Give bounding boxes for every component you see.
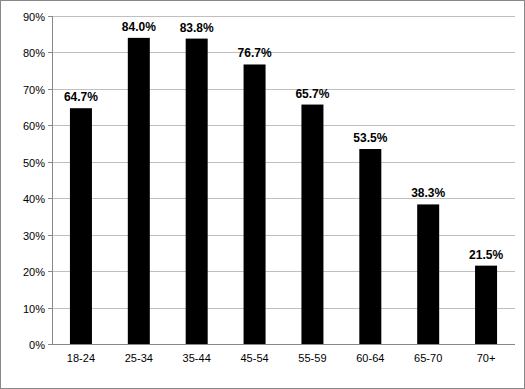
tick-label: 80%: [23, 47, 45, 59]
grid-line: [52, 52, 515, 53]
category-label: 25-34: [125, 352, 153, 364]
grid-line: [52, 344, 515, 345]
tick-label: 30%: [23, 230, 45, 242]
bars: [70, 38, 497, 344]
data-label: 21.5%: [469, 248, 503, 262]
data-label: 64.7%: [64, 90, 98, 104]
tick-mark: [48, 89, 52, 90]
bar: [417, 204, 439, 344]
bar: [128, 38, 150, 344]
tick-label: 70%: [23, 84, 45, 96]
tick-label: 60%: [23, 120, 45, 132]
grid-line: [52, 235, 515, 236]
tick-label: 0%: [29, 339, 45, 351]
grid-line: [52, 125, 515, 126]
data-label: 38.3%: [411, 186, 445, 200]
tick-mark: [48, 308, 52, 309]
tick-mark: [48, 16, 52, 17]
data-label: 84.0%: [122, 20, 156, 34]
tick-mark: [48, 235, 52, 236]
category-label: 45-54: [240, 352, 268, 364]
category-label: 55-59: [298, 352, 326, 364]
tick-mark: [48, 198, 52, 199]
tick-mark: [48, 344, 52, 345]
tick-label: 10%: [23, 303, 45, 315]
grid-line: [52, 308, 515, 309]
grid-line: [52, 198, 515, 199]
data-label: 76.7%: [238, 46, 272, 60]
tick-mark: [48, 52, 52, 53]
tick-label: 20%: [23, 266, 45, 278]
bar: [244, 64, 266, 344]
grid-line: [52, 16, 515, 17]
tick-mark: [48, 162, 52, 163]
chart-frame: [1, 1, 525, 389]
category-label: 18-24: [67, 352, 95, 364]
tick-mark: [48, 271, 52, 272]
bar: [475, 266, 497, 344]
grid-line: [52, 162, 515, 163]
bar: [301, 105, 323, 344]
category-label: 70+: [477, 352, 496, 364]
grid-line: [52, 271, 515, 272]
tick-label: 50%: [23, 157, 45, 169]
data-label: 65.7%: [295, 87, 329, 101]
bar: [70, 108, 92, 344]
chart: 0% 10% 20% 30% 40% 50% 60% 70% 80% 90% 64.7% 18-24 8…: [0, 0, 525, 389]
x-axis: [52, 344, 515, 345]
data-label: 53.5%: [353, 131, 387, 145]
bar: [359, 149, 381, 344]
grid-line: [52, 89, 515, 90]
category-label: 60-64: [356, 352, 384, 364]
tick-label: 40%: [23, 193, 45, 205]
y-axis: [52, 16, 53, 344]
category-label: 35-44: [183, 352, 211, 364]
category-label: 65-70: [414, 352, 442, 364]
tick-label: 90%: [23, 11, 45, 23]
bar: [186, 39, 208, 344]
tick-mark: [48, 125, 52, 126]
data-label: 83.8%: [180, 21, 214, 35]
